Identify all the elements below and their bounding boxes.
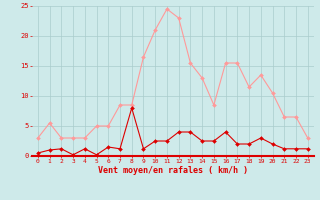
X-axis label: Vent moyen/en rafales ( km/h ): Vent moyen/en rafales ( km/h )	[98, 166, 248, 175]
